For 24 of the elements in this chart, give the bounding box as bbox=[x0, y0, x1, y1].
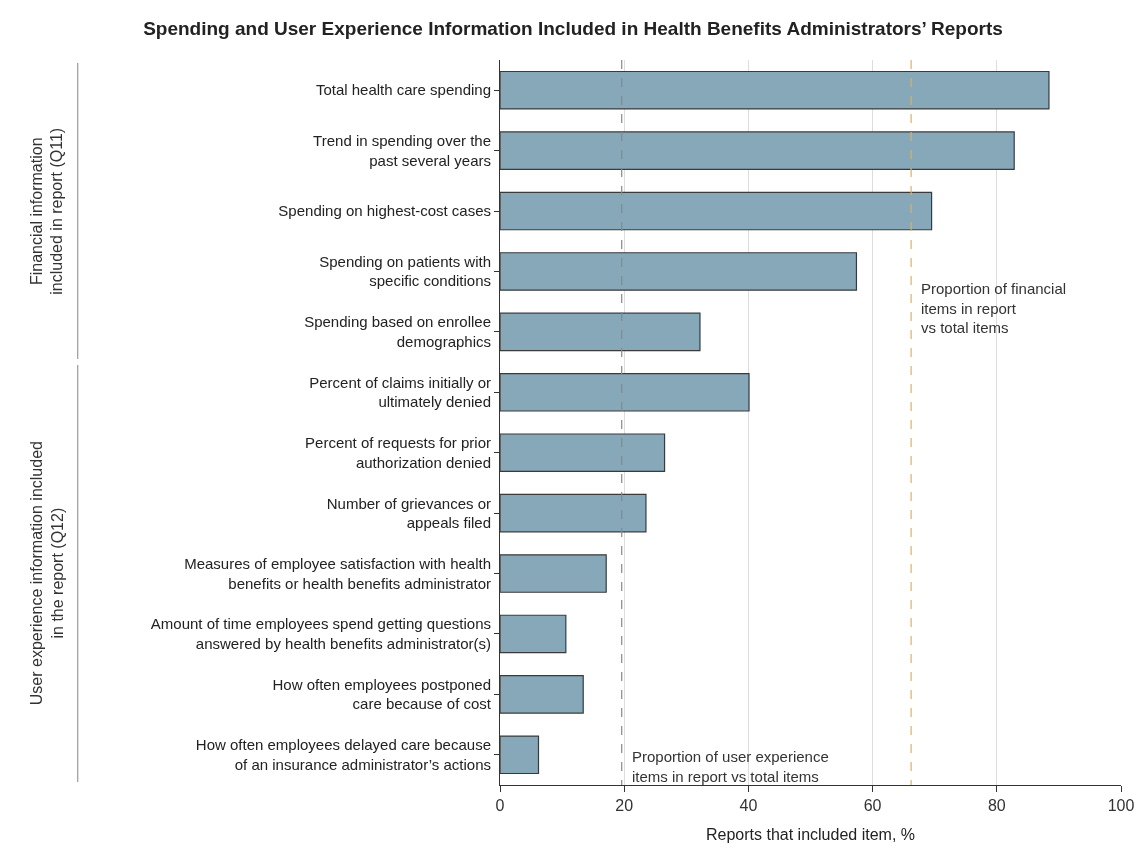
text: Financial information included in report (Q11) bbox=[27, 127, 66, 295]
y-tick-label: Percent of claims initially or ultimately denied bbox=[309, 373, 491, 411]
x-tick-label: 60 bbox=[863, 797, 882, 815]
y-tick-label: Percent of requests for prior authorization denied bbox=[305, 434, 491, 471]
y-tick-label: Measures of employee satisfaction with health benefits or health benefits administrator bbox=[184, 555, 491, 592]
ref-line-label: Proportion of financial items in report vs total items bbox=[921, 280, 1067, 336]
ref-line-label: Proportion of user experience items in report vs total items bbox=[632, 748, 829, 785]
y-tick-label: Spending on patients with specific conditions bbox=[319, 252, 491, 290]
y-tick-label: Number of grievances or appeals filed bbox=[326, 494, 491, 532]
x-tick-label: 40 bbox=[739, 797, 758, 815]
y-tick-label: Total health care spending bbox=[315, 81, 491, 99]
chart-title: Spending and User Experience Information Included in Health Benefits Administrators’ Reports bbox=[143, 17, 1003, 39]
y-tick-label: How often employees postponed care because of cost bbox=[272, 675, 492, 713]
x-axis-title: Reports that included item, % bbox=[706, 825, 915, 843]
y-tick-label: Spending on highest-cost cases bbox=[278, 202, 491, 220]
x-tick-label: 80 bbox=[987, 797, 1006, 815]
y-tick-label: Spending based on enrollee demographics bbox=[304, 313, 491, 350]
y-tick-label: How often employees delayed care because of an insurance administrator’s actions bbox=[195, 736, 491, 773]
x-tick-label: 0 bbox=[495, 797, 505, 815]
x-tick-label: 20 bbox=[615, 797, 634, 815]
y-tick-label: Amount of time employees spend getting questions answered by health benefits administrator(s) bbox=[150, 615, 491, 652]
y-tick-label: Trend in spending over the past several years bbox=[313, 132, 491, 169]
x-tick-label: 100 bbox=[1107, 797, 1135, 815]
text: User experience information included in the report (Q12) bbox=[28, 441, 66, 706]
